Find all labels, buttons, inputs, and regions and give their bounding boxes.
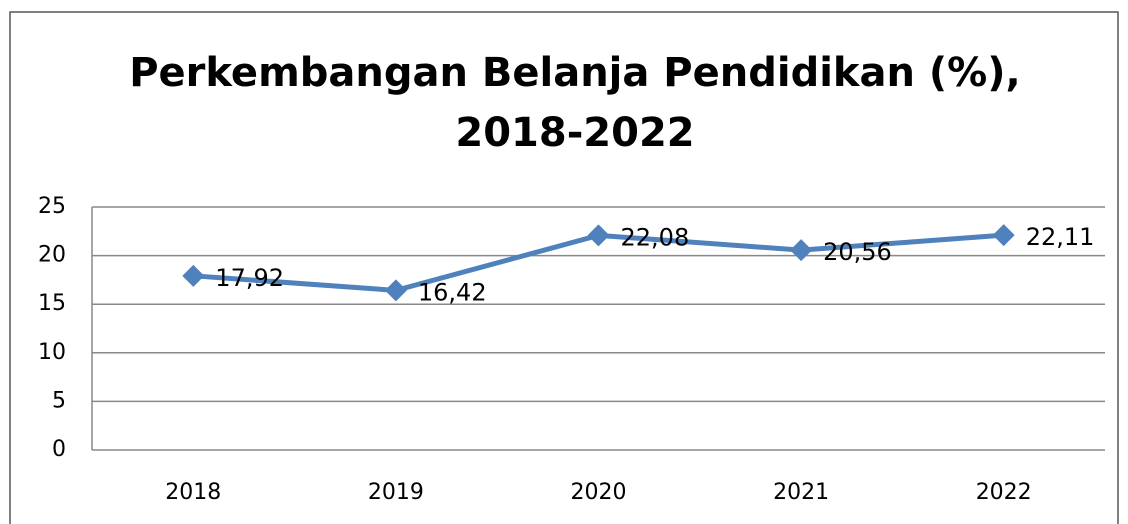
y-tick-label: 25 (38, 194, 66, 219)
chart-title: Perkembangan Belanja Pendidikan (%), (129, 50, 1021, 96)
y-tick-label: 0 (52, 437, 66, 462)
y-tick-label: 15 (38, 291, 66, 316)
point-marker (992, 224, 1015, 247)
y-tick-label: 5 (52, 388, 66, 413)
chart-title: 2018-2022 (455, 110, 694, 156)
point-marker (587, 224, 610, 247)
data-label: 16,42 (418, 278, 487, 306)
x-tick-label: 2019 (368, 480, 424, 505)
point-marker (384, 279, 407, 302)
y-tick-label: 10 (38, 340, 66, 365)
x-tick-label: 2021 (773, 480, 829, 505)
y-tick-label: 20 (38, 243, 66, 268)
point-marker (790, 239, 813, 262)
data-label: 22,11 (1026, 223, 1095, 251)
data-label: 22,08 (621, 223, 690, 251)
x-tick-label: 2020 (571, 480, 627, 505)
x-tick-label: 2022 (976, 480, 1032, 505)
x-tick-label: 2018 (165, 480, 221, 505)
data-label: 17,92 (215, 264, 284, 292)
point-marker (182, 264, 205, 287)
chart-frame (9, 11, 1119, 524)
data-label: 20,56 (823, 238, 892, 266)
